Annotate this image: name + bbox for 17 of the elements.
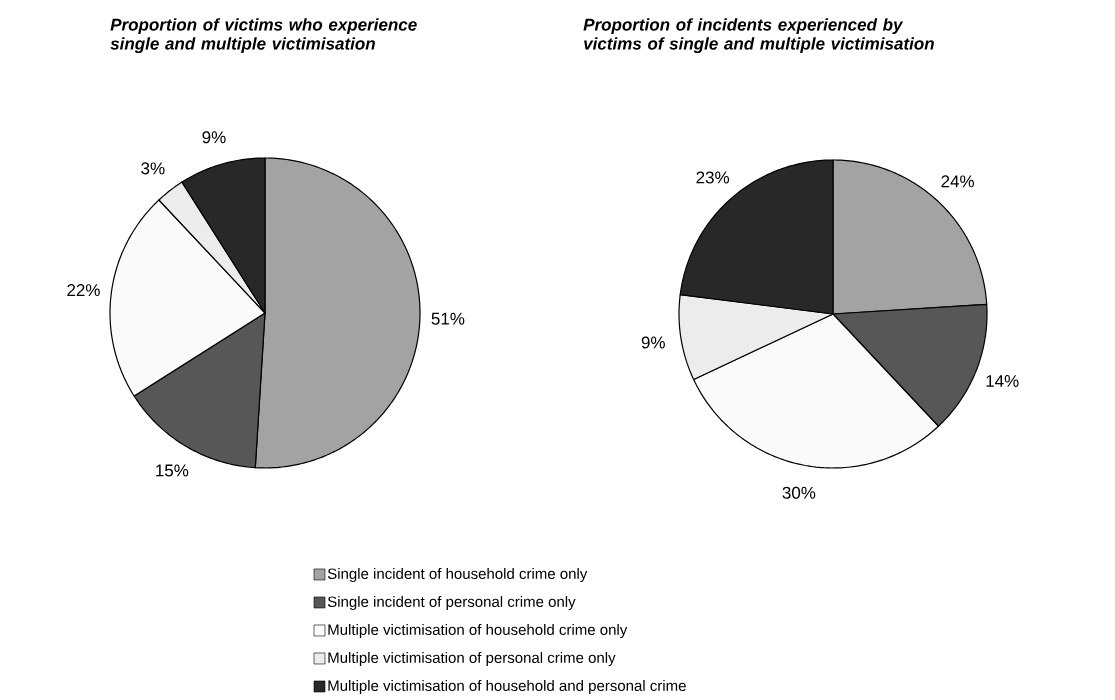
- legend-label: Single incident of personal crime only: [327, 595, 576, 610]
- data-label: 9%: [641, 336, 665, 349]
- legend-label: Multiple victimisation of household crime only: [328, 623, 628, 638]
- legend-label: Multiple victimisation of household and personal crime: [328, 679, 686, 694]
- data-label: 23%: [696, 171, 730, 184]
- data-label: 15%: [156, 464, 189, 477]
- data-label: 14%: [986, 375, 1019, 387]
- chart-title: Proportion of victims who experience single and multiple victimisation: [110, 18, 417, 54]
- data-label: 24%: [941, 175, 974, 188]
- legend-label: Multiple victimisation of personal crime only: [328, 651, 616, 666]
- chart-title: Proportion of incidents experienced by victims of single and multiple victimisation: [583, 18, 934, 54]
- legend-label: Single incident of household crime only: [327, 567, 588, 582]
- data-label: 30%: [782, 486, 816, 499]
- data-label: 51%: [431, 312, 465, 325]
- data-label: 9%: [202, 131, 226, 144]
- data-label: 3%: [141, 162, 165, 175]
- data-label: 22%: [67, 284, 100, 297]
